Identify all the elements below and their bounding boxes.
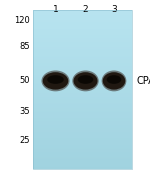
Ellipse shape [74,72,98,90]
Text: 85: 85 [19,42,30,52]
Text: 35: 35 [19,107,30,116]
Text: 2: 2 [83,5,88,14]
Text: 25: 25 [20,136,30,145]
Ellipse shape [103,72,125,90]
Text: CPA1: CPA1 [136,76,150,86]
Ellipse shape [78,75,93,84]
Ellipse shape [107,75,121,84]
Ellipse shape [72,70,99,91]
Bar [33,10,132,169]
Text: 3: 3 [111,5,117,14]
Ellipse shape [102,70,126,91]
Ellipse shape [43,72,68,90]
Ellipse shape [47,75,64,84]
Ellipse shape [41,70,70,91]
Text: 50: 50 [20,76,30,85]
Text: 1: 1 [53,5,58,14]
Text: 120: 120 [14,16,30,25]
